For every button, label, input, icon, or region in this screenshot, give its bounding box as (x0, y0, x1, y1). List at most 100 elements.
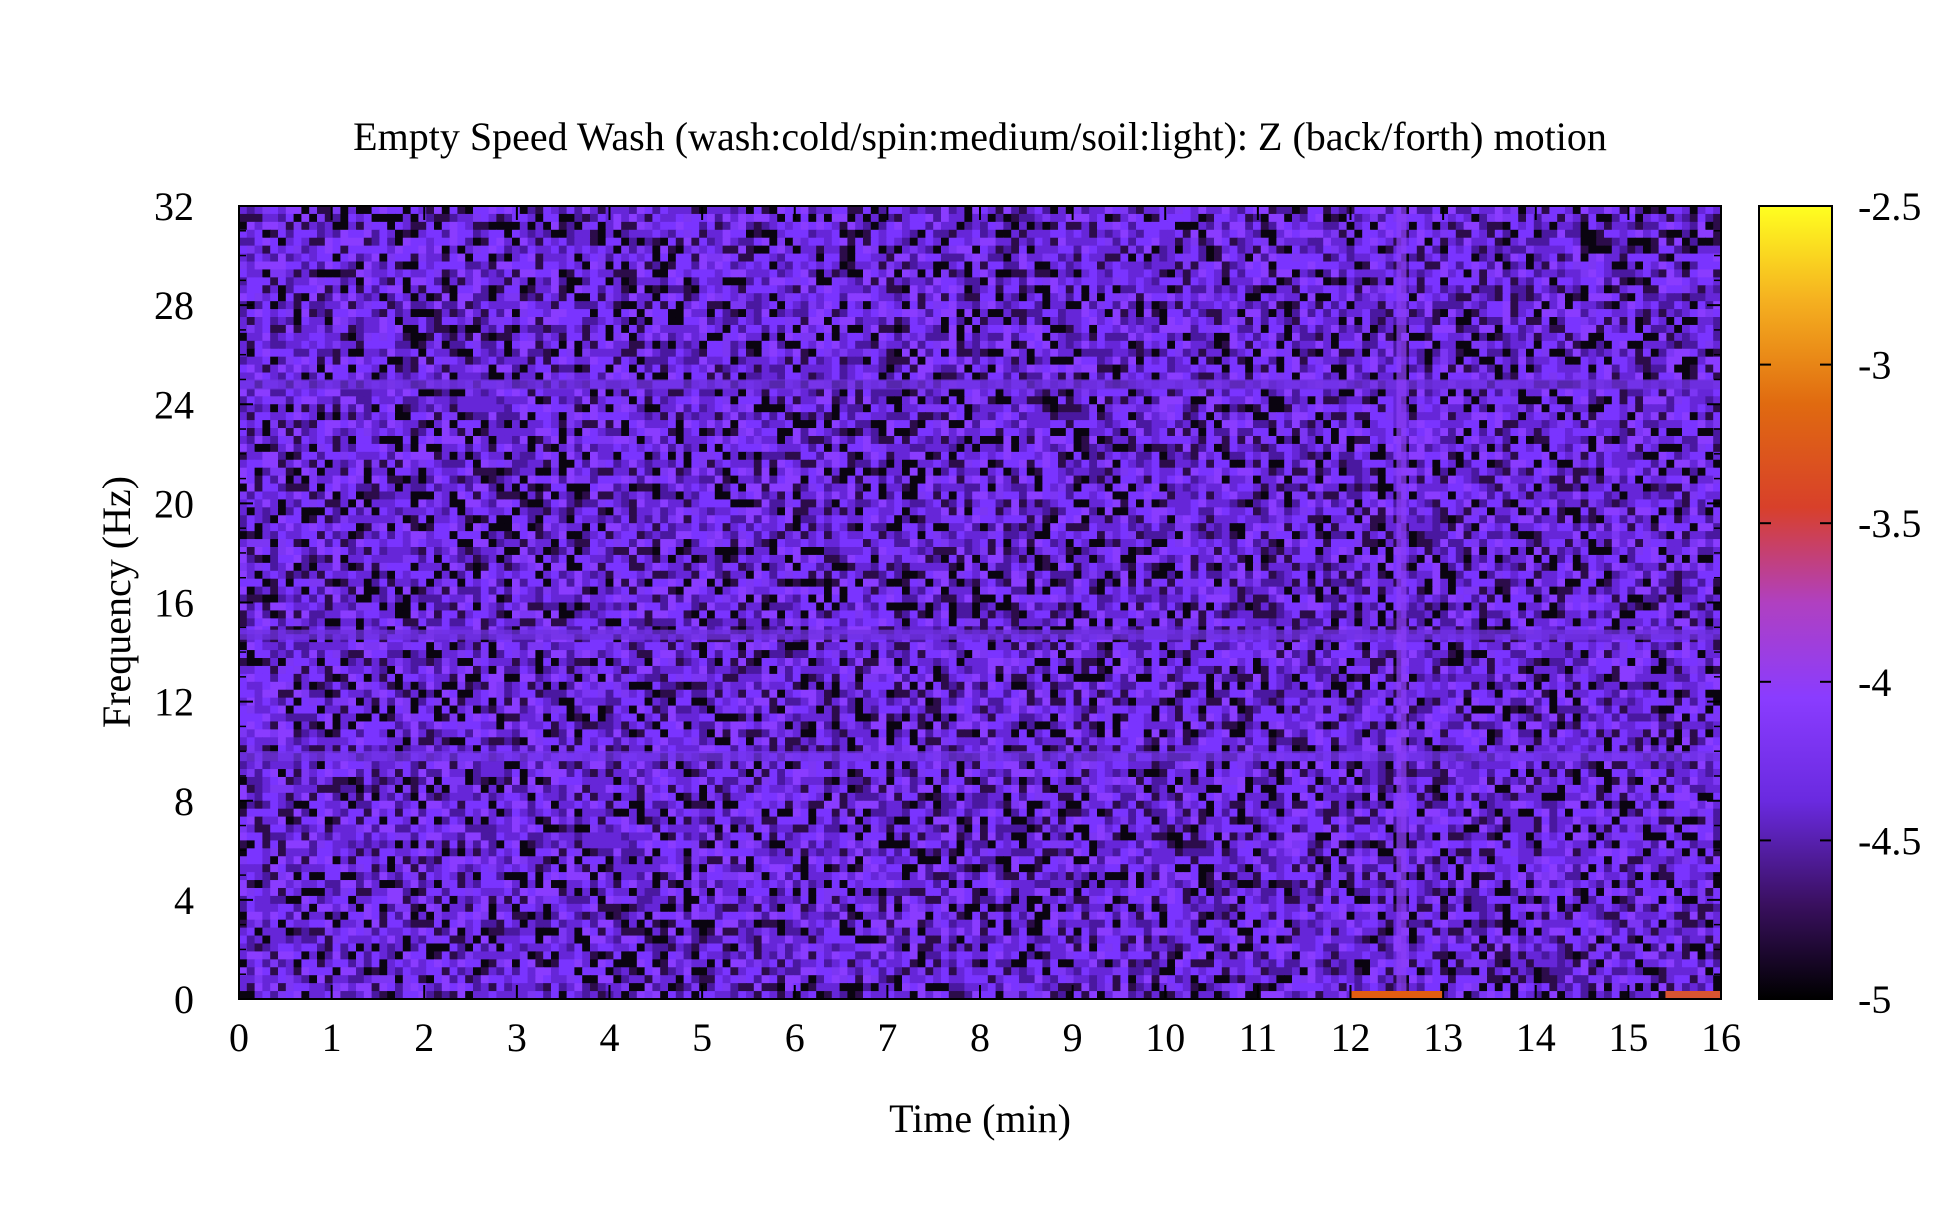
heatmap-cell (324, 206, 334, 215)
heatmap-cell (660, 253, 669, 263)
heatmap-cell (808, 404, 817, 413)
heatmap-cell (824, 388, 833, 397)
heatmap-cell (1260, 372, 1270, 382)
heatmap-cell (270, 364, 279, 374)
heatmap-cell (387, 261, 396, 271)
heatmap-cell (551, 356, 560, 366)
heatmap-cell (1416, 317, 1426, 326)
heatmap-cell (1019, 261, 1028, 271)
heatmap-cell (1689, 245, 1699, 255)
heatmap-cell (808, 372, 817, 382)
heatmap-cell (980, 317, 989, 326)
heatmap-cell (317, 277, 326, 286)
heatmap-cell (1572, 324, 1582, 334)
heatmap-cell (1112, 277, 1121, 286)
heatmap-cell (1019, 340, 1028, 350)
heatmap-cell (356, 237, 365, 247)
heatmap-cell (1611, 221, 1621, 231)
heatmap-cell (1034, 340, 1043, 350)
heatmap-cell (683, 309, 692, 318)
heatmap-cell (1299, 261, 1309, 271)
heatmap-cell (512, 253, 521, 263)
heatmap-cell (1019, 285, 1028, 294)
heatmap-cell (613, 388, 622, 397)
heatmap-cell (987, 348, 997, 358)
heatmap-cell (535, 301, 544, 310)
heatmap-cell (387, 245, 396, 255)
heatmap-cell (1432, 237, 1441, 247)
heatmap-cell (1518, 348, 1527, 358)
heatmap-cell (1003, 348, 1012, 358)
heatmap-cell (730, 372, 739, 382)
heatmap-cell (1674, 213, 1683, 223)
heatmap-cell (441, 356, 451, 366)
heatmap-cell (1635, 372, 1644, 382)
heatmap-cell (285, 213, 295, 223)
heatmap-cell (496, 356, 505, 366)
heatmap-cell (1097, 213, 1106, 223)
heatmap-cell (1666, 340, 1675, 350)
heatmap-cell (1268, 356, 1277, 366)
heatmap-cell (972, 348, 981, 358)
heatmap-cell (777, 372, 786, 382)
heatmap-cell (1650, 237, 1660, 247)
heatmap-cell (1034, 237, 1043, 247)
heatmap-cell (1463, 317, 1472, 326)
heatmap-cell (317, 348, 326, 358)
heatmap-cell (777, 261, 786, 271)
heatmap-cell (1299, 388, 1309, 397)
heatmap-cell (870, 293, 880, 302)
heatmap-cell (1619, 340, 1628, 350)
heatmap-cell (527, 261, 536, 271)
heatmap-cell (792, 245, 802, 255)
heatmap-cell (1159, 206, 1168, 215)
heatmap-cell (769, 317, 778, 326)
heatmap-cell (855, 309, 864, 318)
heatmap-cell (402, 412, 412, 421)
heatmap-cell (1104, 396, 1114, 405)
heatmap-cell (1175, 332, 1184, 342)
heatmap-cell (1003, 269, 1012, 278)
heatmap-cell (356, 245, 365, 255)
heatmap-cell (1385, 206, 1394, 215)
heatmap-cell (1097, 285, 1106, 294)
heatmap-cell (488, 309, 497, 318)
heatmap-cell (285, 221, 295, 231)
heatmap-cell (473, 285, 482, 294)
heatmap-cell (1019, 309, 1028, 318)
heatmap-cell (1713, 388, 1722, 397)
heatmap-cell (457, 213, 466, 223)
heatmap-cell (1042, 277, 1051, 286)
heatmap-cell (987, 269, 997, 278)
heatmap-cell (1674, 317, 1683, 326)
heatmap-cell (1214, 309, 1223, 318)
heatmap-cell (987, 253, 997, 263)
heatmap-cell (1003, 301, 1012, 310)
heatmap-cell (278, 213, 287, 223)
heatmap-cell (1479, 340, 1488, 350)
heatmap-cell (480, 301, 490, 310)
heatmap-cell (941, 388, 950, 397)
heatmap-cell (1073, 206, 1082, 215)
heatmap-cell (387, 340, 396, 350)
heatmap-cell (1050, 253, 1059, 263)
heatmap-cell (1440, 221, 1449, 231)
heatmap-cell (254, 324, 263, 334)
heatmap-cell (1097, 396, 1106, 405)
heatmap-cell (1323, 213, 1332, 223)
heatmap-cell (1260, 237, 1270, 247)
heatmap-cell (1151, 213, 1160, 223)
heatmap-cell (1432, 269, 1441, 278)
heatmap-cell (457, 285, 466, 294)
heatmap-cell (496, 396, 505, 405)
heatmap-cell (1042, 253, 1051, 263)
heatmap-cell (948, 285, 958, 294)
heatmap-cell (1214, 213, 1223, 223)
heatmap-cell (1073, 348, 1082, 358)
heatmap-cell (1151, 269, 1160, 278)
heatmap-cell (582, 340, 591, 350)
heatmap-cell (629, 261, 638, 271)
heatmap-cell (1682, 285, 1691, 294)
heatmap-cell (941, 261, 950, 271)
heatmap-cell (1159, 317, 1168, 326)
